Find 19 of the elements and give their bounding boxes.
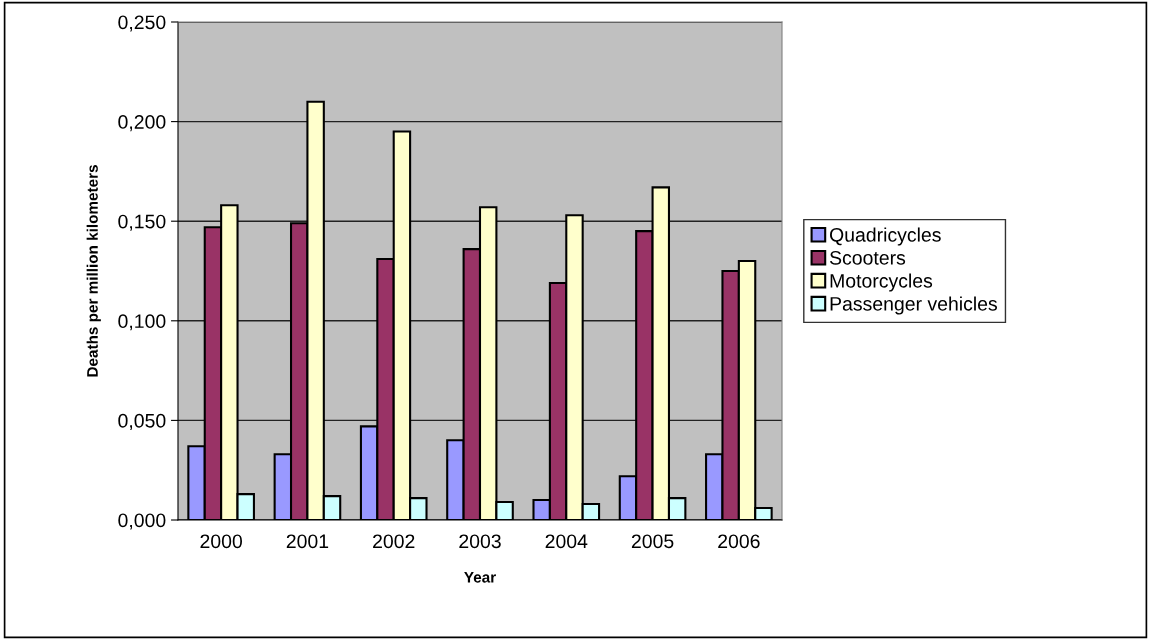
x-tick-label: 2001	[286, 534, 329, 549]
y-tick-label: 0,000	[118, 513, 166, 530]
x-tick-label: 2003	[459, 534, 501, 549]
x-tick-label: 2006	[718, 534, 760, 549]
y-tick-label: 0,100	[118, 314, 166, 331]
legend-label: Scooters	[829, 250, 906, 265]
x-tick-label: 2002	[373, 534, 415, 549]
y-tick-label: 0,250	[118, 15, 166, 32]
legend-label: Motorcycles	[830, 273, 933, 292]
legend-label: Quadricycles	[830, 227, 941, 246]
y-tick-label: 0,200	[118, 115, 166, 132]
x-tick-label: 2005	[631, 534, 674, 549]
y-tick-label: 0,050	[118, 413, 166, 430]
legend-label: Passenger vehicles	[830, 296, 997, 315]
x-tick-label: 2000	[200, 534, 243, 549]
y-axis-title: Deaths per million kilometers	[86, 165, 101, 377]
x-axis-title: Year	[464, 572, 496, 583]
x-tick-label: 2004	[545, 534, 588, 549]
y-tick-label: 0,150	[118, 214, 166, 231]
